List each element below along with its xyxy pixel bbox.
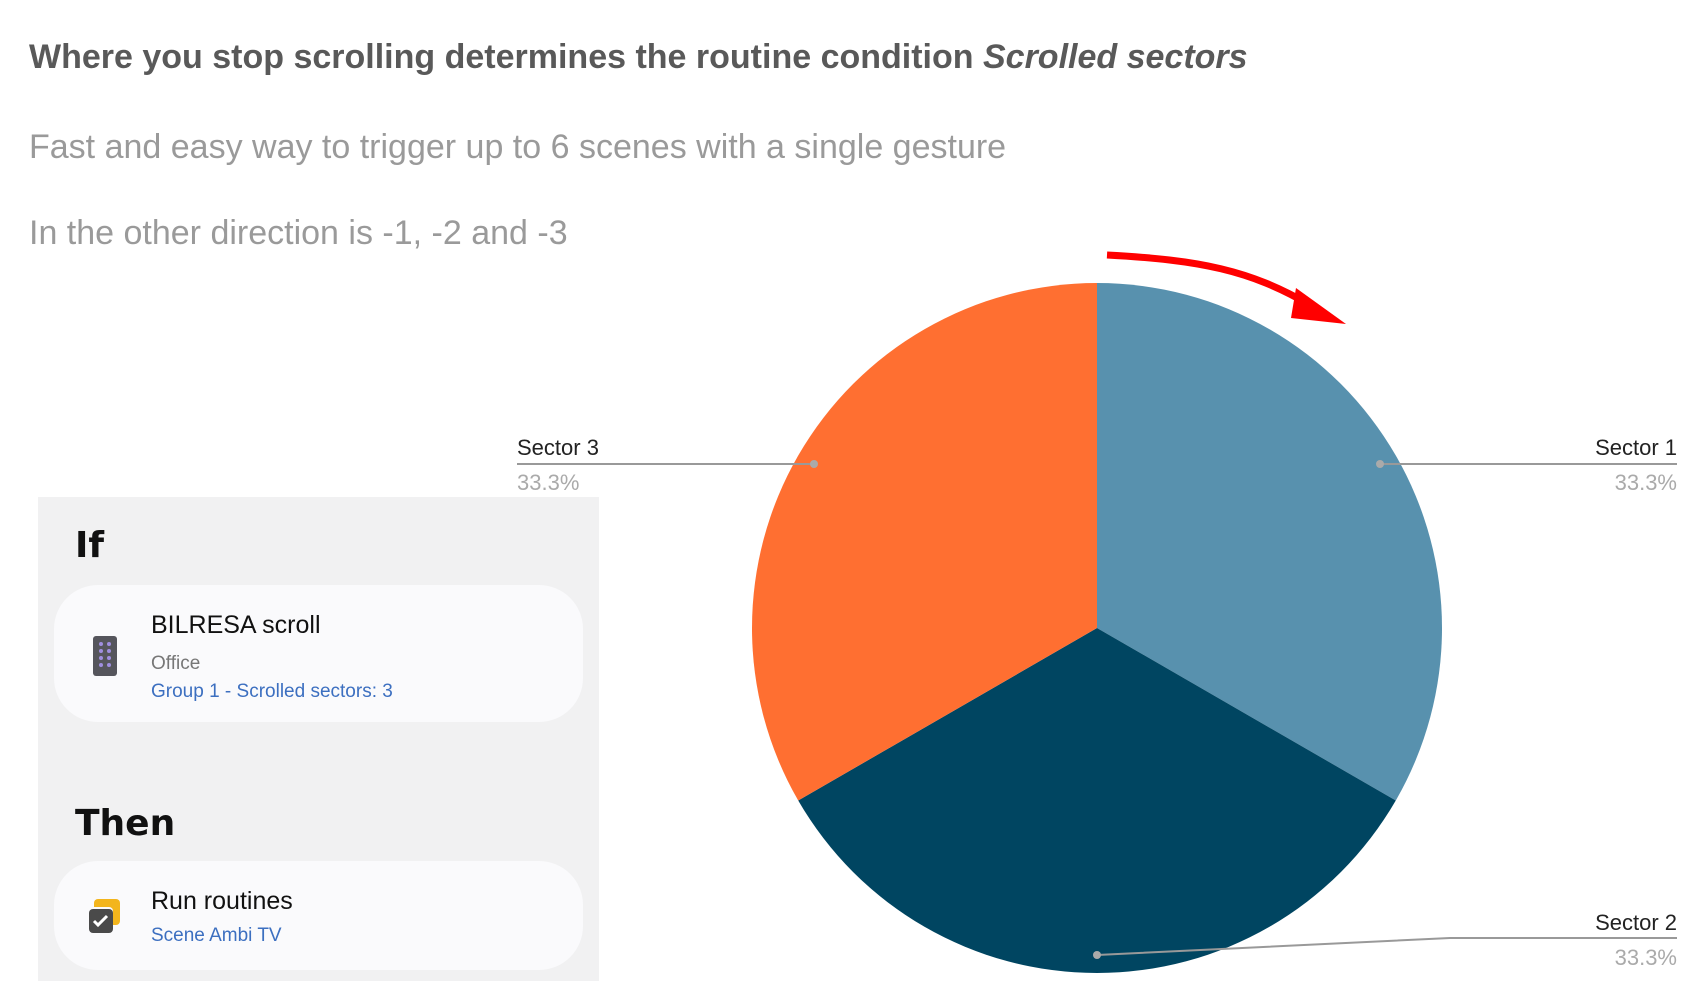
action-detail[interactable]: Scene Ambi TV <box>151 925 282 946</box>
page-title: Where you stop scrolling determines the … <box>29 38 1248 76</box>
run-routines-icon <box>87 899 120 933</box>
leader-dot <box>1093 951 1101 959</box>
leader-dot <box>1376 460 1384 468</box>
condition-detail[interactable]: Group 1 - Scrolled sectors: 3 <box>151 681 393 702</box>
slice-label: Sector 2 <box>1595 910 1677 935</box>
condition-card[interactable]: BILRESA scroll Office Group 1 - Scrolled… <box>54 585 583 722</box>
then-heading: Then <box>75 803 176 844</box>
subtitle: Fast and easy way to trigger up to 6 sce… <box>29 128 1007 166</box>
action-title: Run routines <box>151 887 293 915</box>
leader-dot <box>810 460 818 468</box>
slice-percent: 33.3% <box>1615 945 1677 970</box>
slice-label: Sector 3 <box>517 435 599 460</box>
slice-percent: 33.3% <box>517 470 579 495</box>
condition-title: BILRESA scroll <box>151 611 321 639</box>
remote-control-icon <box>93 636 117 676</box>
pie-slice-3 <box>752 283 1097 801</box>
condition-room: Office <box>151 653 201 674</box>
leader-line <box>1096 937 1677 956</box>
action-card[interactable]: Run routines Scene Ambi TV <box>54 861 583 970</box>
slice-percent: 33.3% <box>1615 470 1677 495</box>
pie-slice-1 <box>1097 283 1442 801</box>
pie-slice-2 <box>798 628 1396 973</box>
if-heading: If <box>75 525 105 566</box>
scroll-direction-arrow <box>1106 251 1312 309</box>
slice-label: Sector 1 <box>1595 435 1677 460</box>
subtitle-direction: In the other direction is -1, -2 and -3 <box>29 214 568 252</box>
routine-panel: If BILRESA scroll Office Group 1 - Scrol… <box>38 497 599 981</box>
arrow-head-icon <box>1291 288 1346 324</box>
